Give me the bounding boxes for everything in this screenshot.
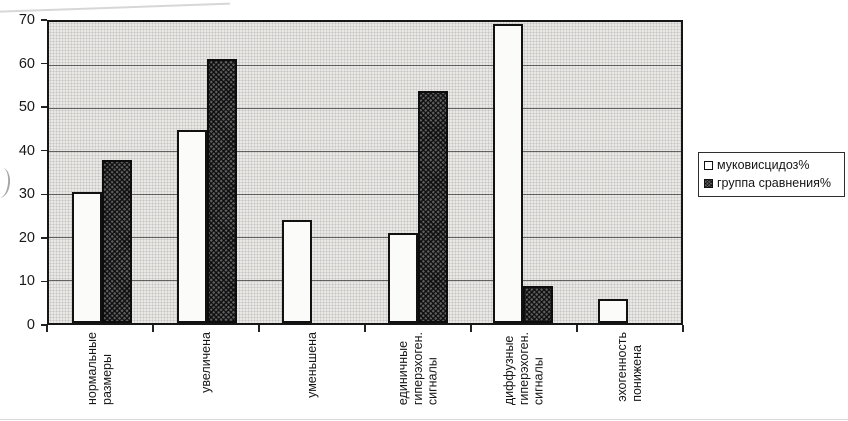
bar-series2-cat1	[101, 159, 132, 323]
legend-item-comparison-group: группа сравнения%	[704, 176, 840, 190]
x-tick-mark-4	[470, 325, 472, 332]
bar-slot	[312, 22, 342, 323]
x-axis-labels: нормальные размеры увеличена уменьшена един…	[47, 332, 683, 420]
legend-item-mukoviscidoz: муковисцидоз%	[704, 158, 840, 172]
category-group-3	[260, 22, 365, 323]
x-tick-mark-1	[152, 325, 154, 332]
bar-slot	[522, 22, 553, 323]
legend: муковисцидоз% группа сравнения%	[698, 152, 845, 197]
bar-slot	[628, 22, 658, 323]
x-label-cell-1: нормальные размеры	[47, 332, 153, 420]
bar-slot	[492, 22, 523, 323]
legend-label-comparison-group: группа сравнения%	[717, 176, 832, 190]
bar-series1-cat3	[282, 219, 313, 323]
y-tick-mark-0	[41, 324, 47, 326]
y-tick-mark-30	[41, 193, 47, 196]
x-label-cell-3: уменьшена	[259, 332, 365, 420]
y-tick-mark-50	[41, 106, 47, 108]
bar-series1-cat5	[492, 24, 523, 323]
gridline-30	[49, 194, 681, 195]
dark-series-swatch-icon	[704, 178, 713, 188]
y-tick-label-60: 60	[18, 55, 35, 72]
bar-slot	[176, 22, 207, 323]
y-tick-mark-20	[41, 237, 47, 239]
bar-slot	[417, 22, 448, 323]
x-label-1: нормальные размеры	[85, 332, 114, 405]
x-label-cell-6: эхогенность понижена	[577, 332, 683, 420]
category-group-1	[49, 22, 154, 323]
plot-area	[47, 20, 683, 325]
gridline-10	[49, 280, 681, 281]
y-tick-layer	[41, 19, 47, 326]
y-axis: 0 10 20 30 40 50 60 70	[0, 12, 41, 333]
x-label-cell-2: увеличена	[153, 332, 259, 420]
white-series-swatch-icon	[704, 160, 713, 170]
category-group-6	[576, 22, 681, 323]
x-label-6: эхогенность понижена	[615, 332, 644, 402]
y-tick-label-70: 70	[18, 12, 35, 28]
x-tick-mark-3	[364, 325, 366, 332]
bar-series1-cat1	[71, 191, 102, 323]
x-label-cell-5: диффузные гиперэхоген. сигналы	[471, 332, 577, 420]
category-group-2	[154, 22, 259, 323]
x-tick-mark-5	[576, 325, 578, 332]
bar-series1-cat6	[598, 299, 629, 323]
bar-series2-cat5	[522, 286, 553, 323]
x-tick-layer	[46, 325, 684, 332]
y-tick-mark-10	[41, 280, 47, 283]
y-tick-label-30: 30	[18, 186, 35, 203]
bar-slot	[598, 22, 629, 323]
y-tick-mark-70	[41, 19, 47, 21]
bar-slot	[282, 22, 313, 323]
x-tick-mark-2	[258, 325, 260, 332]
bar-slot	[206, 22, 237, 323]
gridline-40	[49, 151, 681, 152]
x-label-5: диффузные гиперэхоген. сигналы	[501, 332, 546, 406]
gridline-20	[49, 237, 681, 238]
y-tick-mark-40	[41, 149, 47, 152]
category-group-4	[365, 22, 470, 323]
bar-slot	[101, 22, 132, 323]
x-label-2: увеличена	[198, 332, 213, 393]
bar-series2-cat4	[417, 90, 448, 323]
y-tick-label-10: 10	[18, 273, 35, 290]
gridline-50	[49, 108, 681, 109]
legend-label-mukoviscidoz: муковисцидоз%	[717, 158, 810, 172]
y-tick-label-0: 0	[26, 317, 35, 333]
x-tick-mark-0	[46, 325, 48, 332]
x-tick-mark-6	[682, 325, 684, 332]
bars-layer	[49, 22, 681, 323]
bar-series2-cat2	[206, 58, 237, 323]
bar-slot	[71, 22, 102, 323]
y-tick-label-40: 40	[18, 142, 35, 159]
gridline-layer	[49, 22, 681, 323]
x-label-cell-4: единичные гиперэхоген. сигналы	[365, 332, 471, 420]
y-tick-label-20: 20	[18, 229, 35, 246]
x-label-4: единичные гиперэхоген. сигналы	[395, 332, 440, 406]
x-label-3: уменьшена	[304, 332, 319, 398]
category-group-5	[470, 22, 575, 323]
bar-series1-cat4	[387, 232, 418, 323]
gridline-60	[49, 65, 681, 66]
y-tick-label-50: 50	[18, 99, 35, 116]
bar-series1-cat2	[176, 129, 207, 323]
y-tick-mark-60	[41, 62, 47, 65]
bar-slot	[387, 22, 418, 323]
scan-artifact-bottom-edge	[0, 419, 848, 420]
